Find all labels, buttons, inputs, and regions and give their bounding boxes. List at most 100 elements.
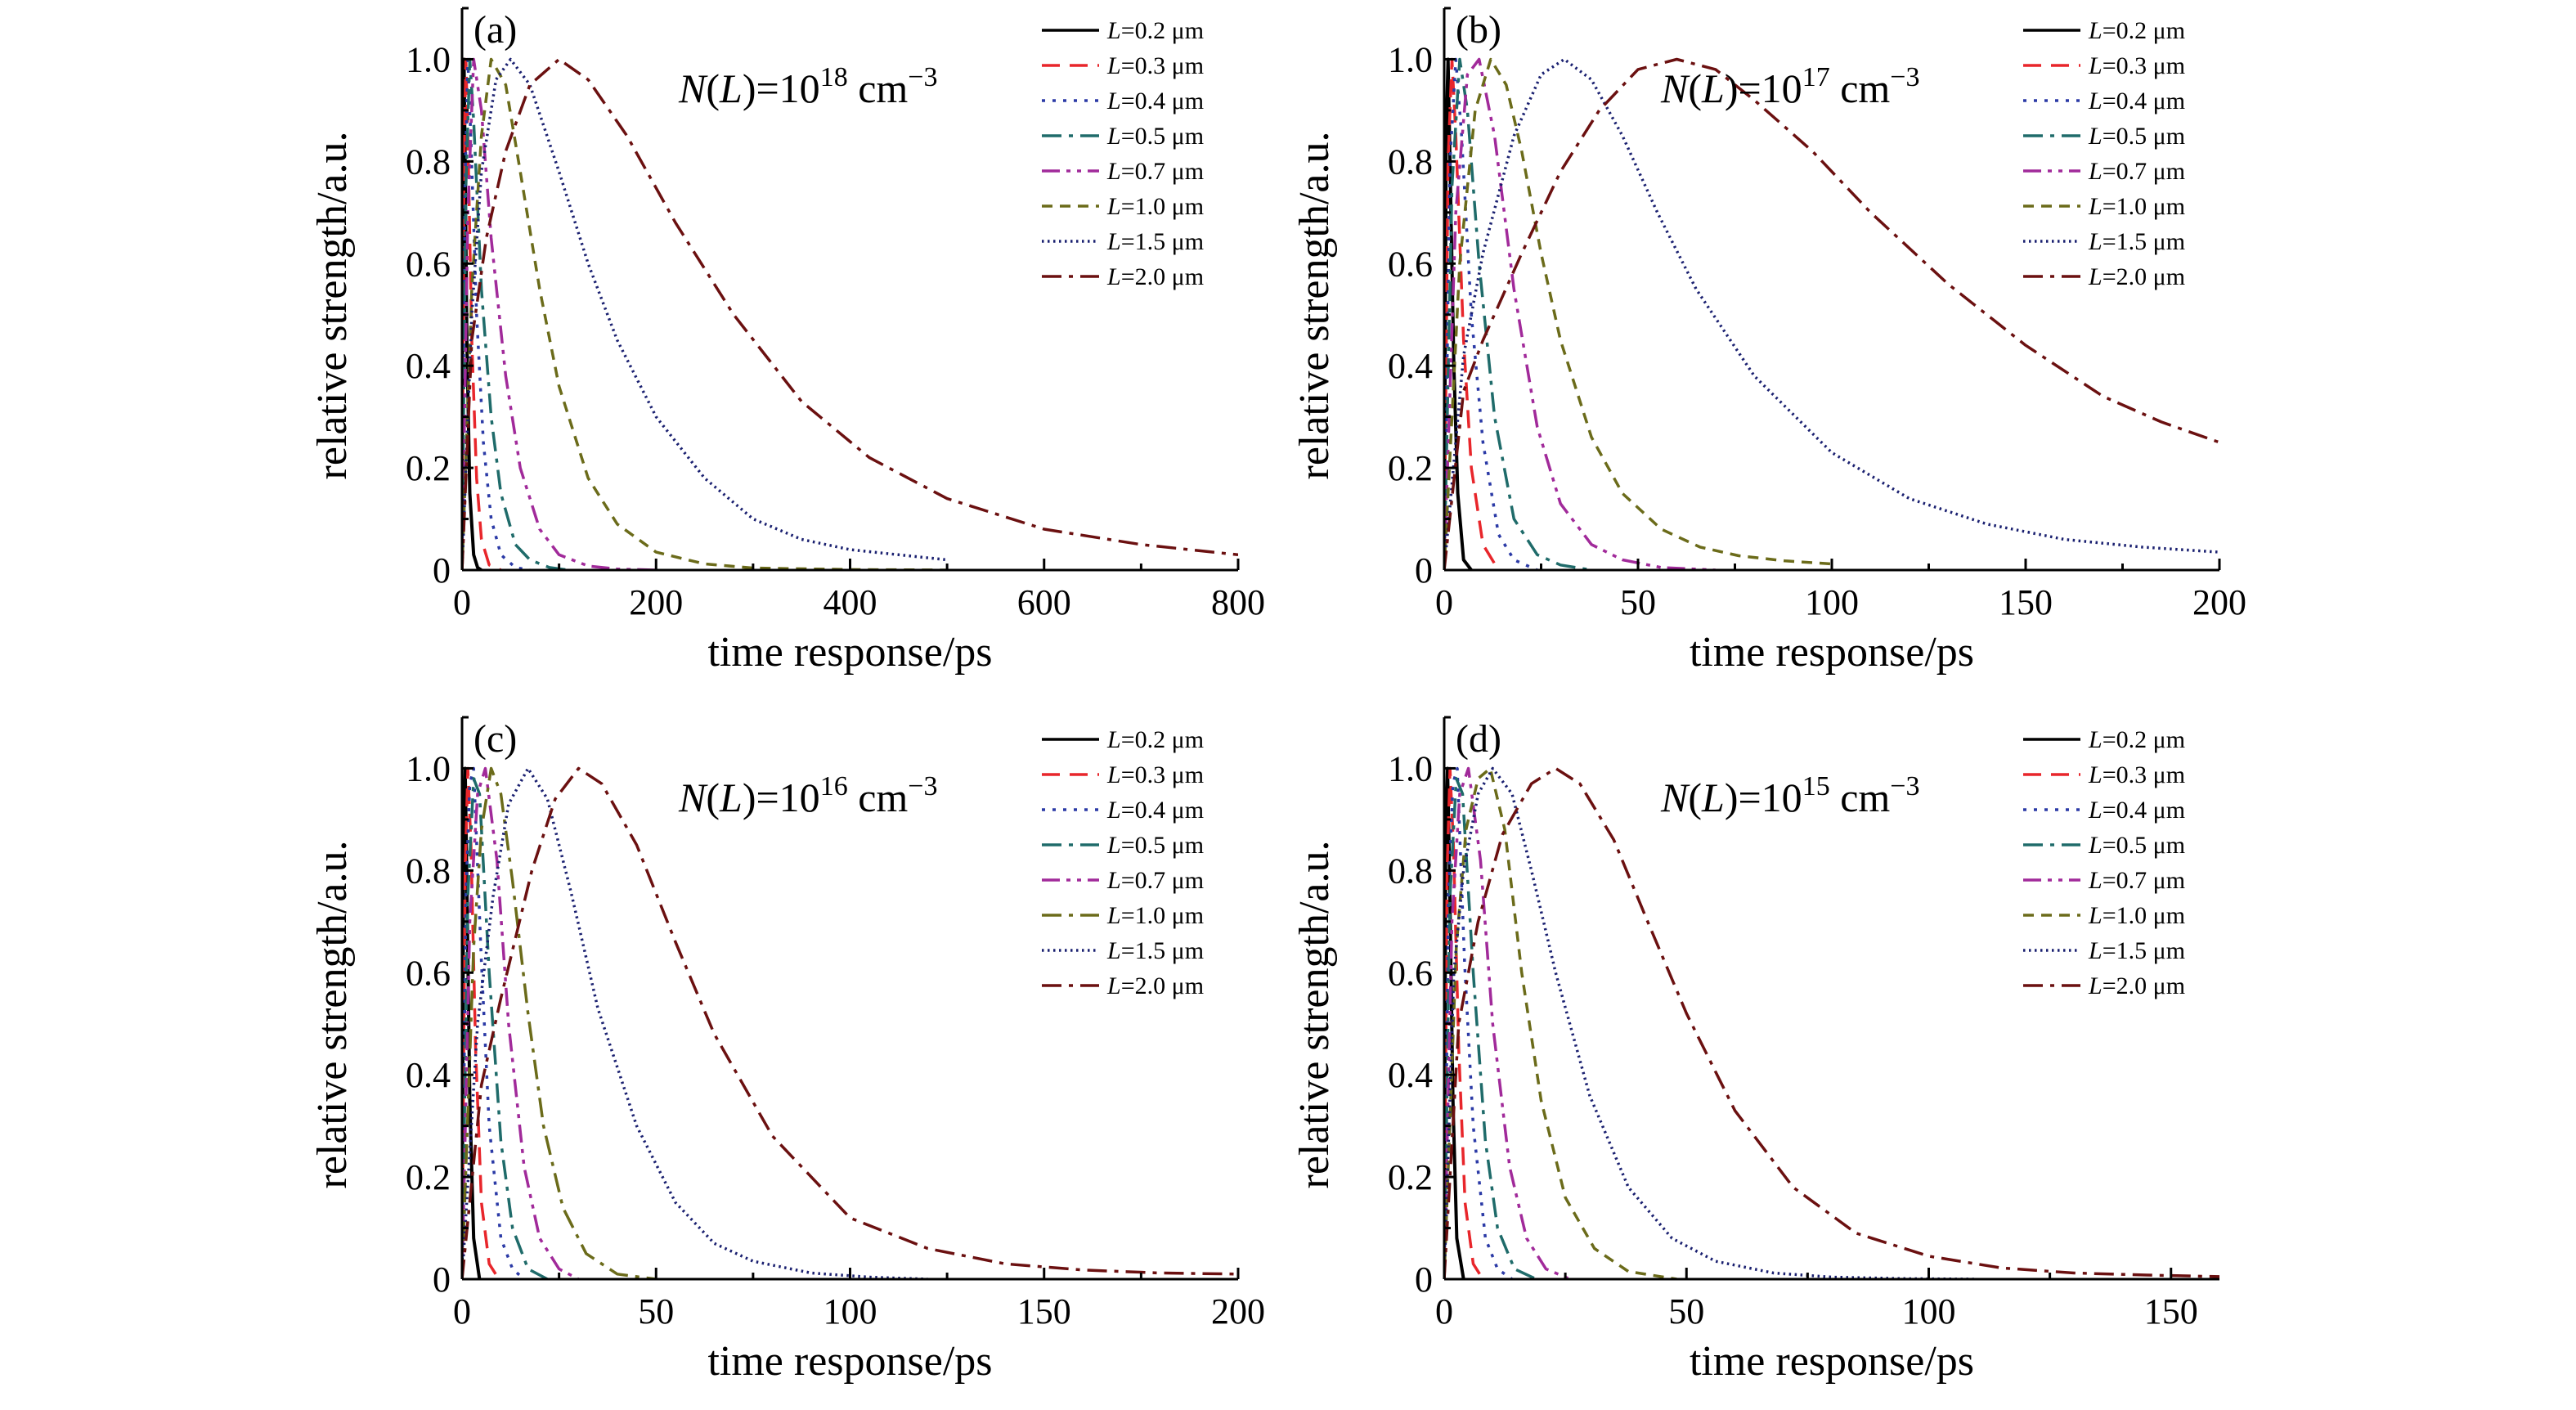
legend-label: L=0.2 μm — [1106, 17, 1204, 44]
x-tick-label: 200 — [2192, 582, 2246, 622]
doping-annotation: N(L)=1016 cm−3 — [678, 771, 937, 820]
y-tick-label: 0.8 — [406, 141, 451, 182]
series-line-7 — [1444, 57, 2219, 570]
legend-label: L=2.0 μm — [1106, 263, 1204, 290]
legend-label: L=0.3 μm — [2088, 52, 2185, 79]
x-tick-label: 0 — [1435, 1291, 1453, 1331]
legend-label: L=0.7 μm — [1106, 158, 1204, 185]
series-line-4 — [1444, 777, 1537, 1279]
x-axis-label: time response/ps — [1690, 1338, 1974, 1385]
y-axis-label: relative strength/a.u. — [309, 132, 356, 480]
y-tick-label: 1.0 — [1388, 748, 1433, 788]
legend-label: L=0.2 μm — [2088, 17, 2185, 44]
x-tick-label: 400 — [824, 582, 877, 622]
chart-panel-c: 0 50 100 150 200 0 0.2 0.4 0.6 0.8 1.0 time respons… — [309, 716, 1265, 1385]
chart-panel-b: 0 50 100 150 200 0 0.2 0.4 0.6 0.8 1.0 time respons… — [1291, 7, 2246, 676]
y-tick-label: 0.6 — [1388, 244, 1433, 284]
panel-label: (b) — [1456, 8, 1501, 52]
legend-label: L=1.5 μm — [2088, 228, 2185, 255]
legend-label: L=0.7 μm — [2088, 158, 2185, 185]
legend-label: L=0.2 μm — [1106, 726, 1204, 753]
legend-label: L=1.5 μm — [2088, 937, 2185, 964]
y-tick-label: 0.4 — [406, 1055, 451, 1095]
y-tick-label: 0.8 — [1388, 141, 1433, 182]
legend-label: L=0.5 μm — [2088, 832, 2185, 859]
x-tick-label: 0 — [1435, 582, 1453, 622]
chart-panel-a: 0 200 400 600 800 0 0.2 0.4 0.6 0.8 1.0 time respon… — [309, 7, 1265, 676]
legend-label: L=1.0 μm — [1106, 902, 1204, 929]
y-tick-label: 0.4 — [1388, 1055, 1433, 1095]
x-tick-label: 50 — [1620, 582, 1656, 622]
x-tick-label: 100 — [1902, 1291, 1956, 1331]
series-line-4 — [1444, 57, 1592, 570]
series-line-6 — [1444, 766, 1677, 1279]
series-line-2 — [462, 766, 500, 1279]
doping-annotation: N(L)=1018 cm−3 — [678, 62, 937, 111]
legend-label: L=1.0 μm — [2088, 902, 2185, 929]
x-tick-label: 150 — [1017, 1291, 1071, 1331]
y-tick-label: 0.6 — [1388, 953, 1433, 993]
legend-label: L=1.5 μm — [1106, 937, 1204, 964]
x-tick-label: 100 — [824, 1291, 877, 1331]
x-tick-label: 800 — [1211, 582, 1265, 622]
legend-label: L=0.3 μm — [1106, 52, 1204, 79]
legend-label: L=0.4 μm — [2088, 88, 2185, 115]
x-tick-label: 200 — [1211, 1291, 1265, 1331]
series-line-8 — [462, 766, 1238, 1279]
series-line-5 — [462, 57, 657, 570]
series-line-8 — [1444, 57, 2219, 570]
x-tick-label: 0 — [453, 1291, 471, 1331]
legend-label: L=0.4 μm — [1106, 797, 1204, 824]
x-tick-label: 50 — [638, 1291, 674, 1331]
y-tick-label: 1.0 — [1388, 39, 1433, 79]
y-axis-label: relative strength/a.u. — [309, 841, 356, 1189]
y-tick-label: 0.2 — [1388, 1157, 1433, 1197]
panel-label: (a) — [473, 8, 517, 52]
y-axis-label: relative strength/a.u. — [1291, 132, 1338, 480]
x-tick-label: 150 — [2144, 1291, 2198, 1331]
legend-label: L=0.5 μm — [1106, 832, 1204, 859]
series-line-4 — [462, 57, 569, 570]
legend-label: L=2.0 μm — [2088, 972, 2185, 999]
doping-annotation: N(L)=1017 cm−3 — [1660, 62, 1919, 111]
x-tick-label: 600 — [1017, 582, 1071, 622]
series-line-6 — [1444, 57, 1833, 570]
legend-label: L=2.0 μm — [2088, 263, 2185, 290]
y-tick-label: 0.4 — [1388, 346, 1433, 386]
x-tick-label: 0 — [453, 582, 471, 622]
series-line-6 — [462, 766, 657, 1279]
legend-label: L=0.7 μm — [2088, 867, 2185, 894]
x-tick-label: 50 — [1668, 1291, 1704, 1331]
y-tick-label: 0.2 — [406, 448, 451, 488]
legend-label: L=0.7 μm — [1106, 867, 1204, 894]
y-tick-label: 0.8 — [406, 851, 451, 891]
y-tick-label: 0.6 — [406, 244, 451, 284]
y-tick-label: 0.6 — [406, 953, 451, 993]
series-line-8 — [462, 57, 1238, 570]
panel-label: (c) — [473, 717, 517, 761]
x-axis-label: time response/ps — [1690, 629, 1974, 676]
legend-label: L=2.0 μm — [1106, 972, 1204, 999]
legend-label: L=0.3 μm — [2088, 761, 2185, 788]
y-tick-label: 0 — [433, 1260, 451, 1300]
x-tick-label: 100 — [1805, 582, 1859, 622]
y-tick-label: 0.8 — [1388, 851, 1433, 891]
series-line-5 — [462, 766, 580, 1279]
legend-label: L=1.0 μm — [1106, 193, 1204, 220]
legend-label: L=0.3 μm — [1106, 761, 1204, 788]
series-line-4 — [462, 777, 549, 1279]
y-tick-label: 0 — [433, 550, 451, 590]
panel-label: (d) — [1456, 717, 1501, 761]
legend-label: L=0.5 μm — [1106, 123, 1204, 150]
x-axis-label: time response/ps — [707, 1338, 992, 1385]
y-tick-label: 0 — [1415, 1260, 1433, 1300]
chart-panel-d: 0 50 100 150 0 0.2 0.4 0.6 0.8 1.0 time response/p… — [1291, 716, 2219, 1385]
legend-label: L=0.2 μm — [2088, 726, 2185, 753]
series-line-2 — [1444, 766, 1484, 1279]
series-line-8 — [1444, 766, 2219, 1279]
legend-label: L=0.5 μm — [2088, 123, 2185, 150]
series-line-7 — [1444, 766, 1977, 1279]
y-tick-label: 0.2 — [406, 1157, 451, 1197]
series-line-5 — [1444, 57, 1716, 570]
